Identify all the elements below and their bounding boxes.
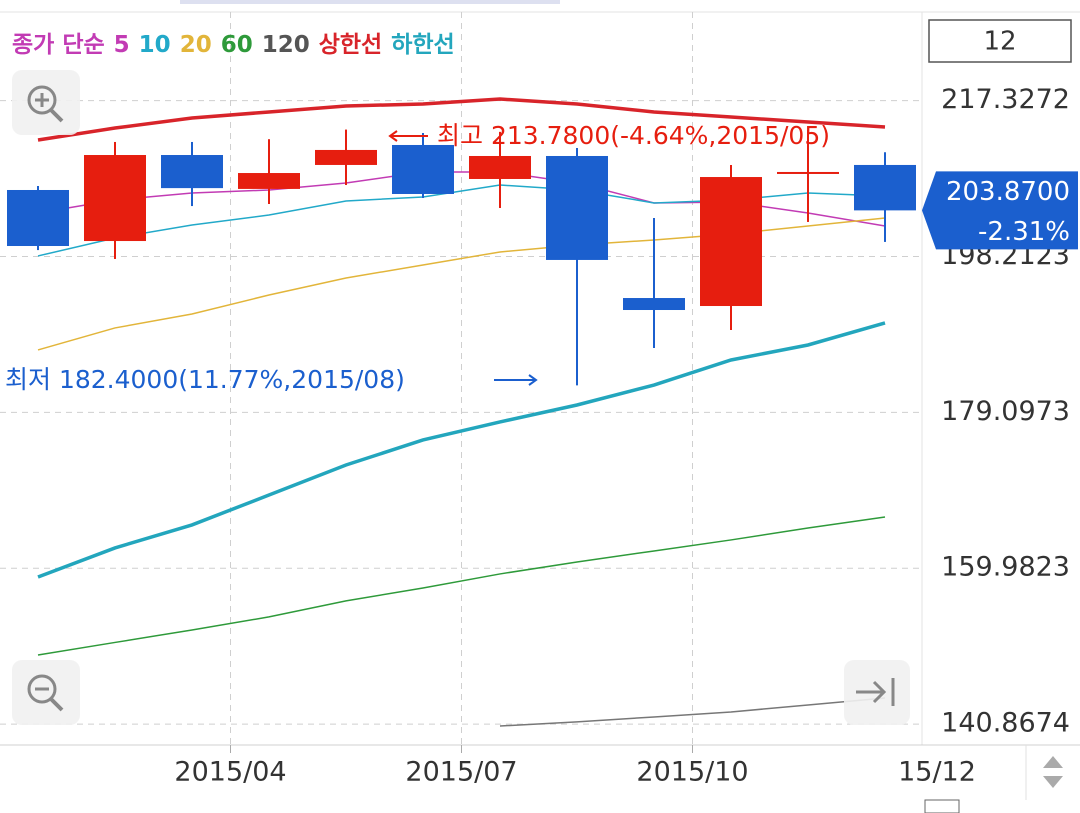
legend-entry: 10 — [139, 32, 171, 58]
legend-entry: 20 — [180, 32, 212, 58]
zoom-in-icon — [49, 108, 64, 123]
price-tag — [922, 171, 1078, 250]
candle-body — [777, 171, 839, 174]
go-latest[interactable] — [844, 660, 910, 725]
legend: 종가 단순 5 10 20 60 120 상한선 하한선 — [12, 32, 455, 58]
x-tick-label: 2015/04 — [174, 757, 286, 788]
scroll-down[interactable] — [1043, 776, 1063, 788]
candle-body — [854, 164, 916, 211]
series-line — [499, 697, 886, 727]
candle-body — [623, 298, 685, 311]
candle-body — [238, 173, 300, 189]
high-annotation: 최고 213.7800(-4.64%,2015/05) — [437, 121, 830, 150]
candle-body — [161, 155, 223, 189]
low-annotation: 최저 182.4000(11.77%,2015/08) — [5, 365, 405, 394]
legend-entry: 5 — [114, 32, 130, 58]
period-label: 12 — [983, 27, 1016, 57]
price-tag-change: -2.31% — [978, 217, 1070, 247]
scroll-up[interactable] — [1043, 756, 1063, 768]
zoom-in-icon — [27, 85, 57, 115]
candle-body — [700, 177, 762, 307]
candle-body — [392, 144, 454, 194]
last-date-label: 15/12 — [898, 757, 976, 788]
legend-entry: 하한선 — [391, 32, 454, 58]
y-tick-label: 159.9823 — [941, 552, 1070, 583]
zoom-out[interactable] — [12, 660, 80, 725]
top-tab — [180, 0, 560, 4]
x-tick-label: 2015/07 — [405, 757, 517, 788]
series-line — [37, 97, 886, 142]
zoom-out-bg[interactable] — [12, 660, 80, 725]
labels: 217.3272198.2123179.0973159.9823140.8674… — [5, 32, 1078, 788]
candles — [7, 129, 916, 386]
candle-body — [546, 155, 608, 260]
zoom-out-icon — [49, 697, 64, 712]
handle[interactable] — [924, 799, 960, 813]
series-line — [37, 321, 886, 579]
low-arrow-head — [528, 374, 538, 386]
y-tick-label: 217.3272 — [941, 84, 1070, 115]
candle-body — [469, 155, 531, 179]
candle-body — [315, 149, 377, 165]
go-latest-icon — [872, 680, 887, 704]
legend-entry: 120 — [262, 32, 310, 58]
candle-body — [84, 155, 146, 242]
legend-prefix: 종가 단순 — [12, 32, 105, 58]
zoom-in[interactable] — [12, 70, 80, 135]
period-box[interactable] — [928, 19, 1072, 63]
price-tag-value: 203.8700 — [946, 177, 1070, 207]
zoom-out-icon — [27, 674, 57, 704]
y-tick-label: 140.8674 — [941, 708, 1070, 739]
candle-body — [7, 189, 69, 247]
zoom-in-bg[interactable] — [12, 70, 80, 135]
series-line — [37, 516, 886, 656]
high-arrow-head — [388, 130, 398, 142]
legend-entry: 60 — [221, 32, 253, 58]
legend-entry: 상한선 — [319, 32, 382, 58]
y-tick-label: 179.0973 — [941, 396, 1070, 427]
x-tick-label: 2015/10 — [636, 757, 748, 788]
